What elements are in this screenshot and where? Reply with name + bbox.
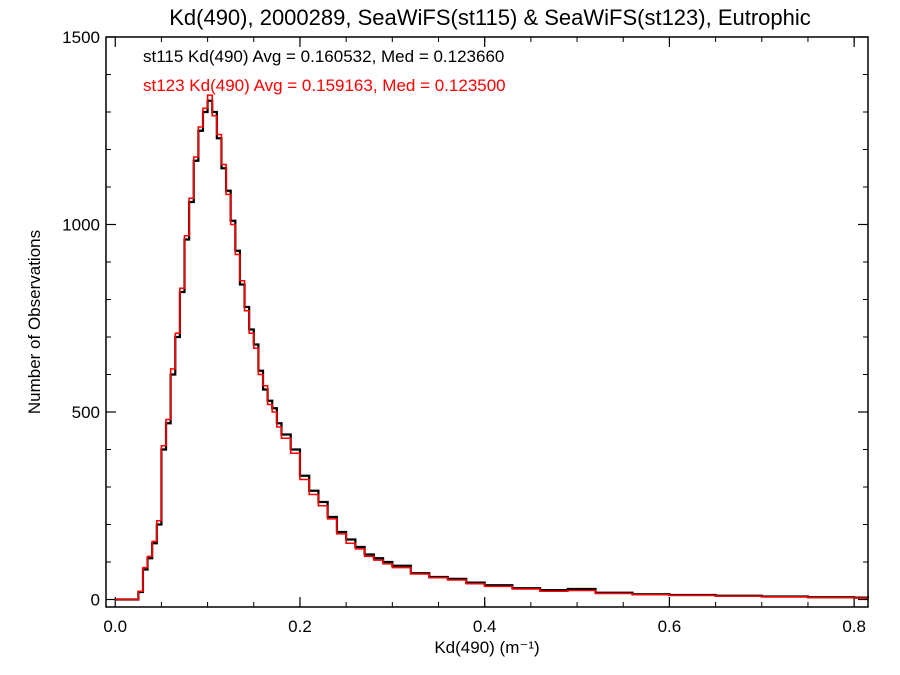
x-tick-label: 0.2 xyxy=(288,617,312,636)
series-line-st123 xyxy=(115,94,869,601)
x-tick-label: 0.6 xyxy=(658,617,682,636)
legend-entry-st123: st123 Kd(490) Avg = 0.159163, Med = 0.12… xyxy=(143,76,506,95)
y-tick-label: 500 xyxy=(72,403,100,422)
y-tick-label: 1500 xyxy=(62,28,100,47)
series-line-st115 xyxy=(115,99,870,601)
legend-entry-st115: st115 Kd(490) Avg = 0.160532, Med = 0.12… xyxy=(143,47,504,66)
series-layer xyxy=(115,94,870,601)
y-axis-label: Number of Observations xyxy=(25,230,44,414)
x-tick-label: 0.4 xyxy=(473,617,497,636)
x-tick-label: 0.0 xyxy=(103,617,127,636)
chart-title: Kd(490), 2000289, SeaWiFS(st115) & SeaWi… xyxy=(169,5,811,30)
x-tick-label: 0.8 xyxy=(842,617,866,636)
y-tick-label: 0 xyxy=(91,591,100,610)
y-tick-label: 1000 xyxy=(62,216,100,235)
x-axis-label: Kd(490) (m⁻¹) xyxy=(434,638,539,657)
plot-frame xyxy=(105,36,869,608)
x-axis: 0.0 0.2 0.4 0.6 0.8 xyxy=(103,37,866,636)
y-axis: 0 500 1000 1500 xyxy=(62,28,868,610)
